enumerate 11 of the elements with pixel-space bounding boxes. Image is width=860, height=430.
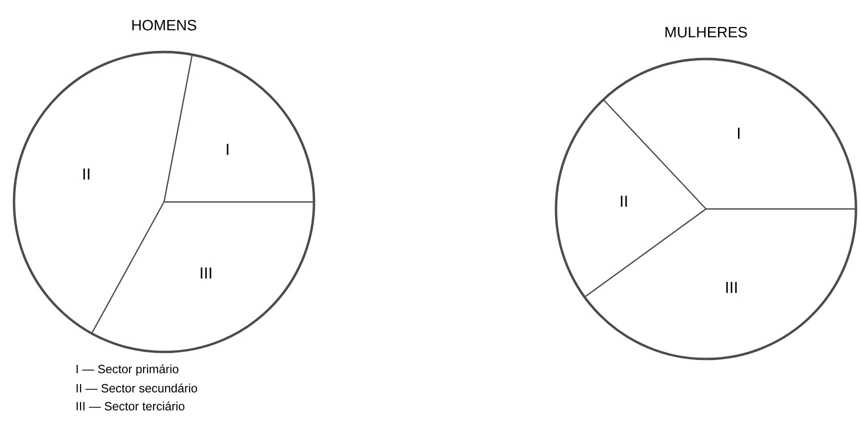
text: III — Sector terciário [76,402,184,410]
chart-title: HOMENS [132,20,196,30]
chart-title: MULHERES [666,26,747,38]
slice-label: I [226,144,228,155]
slice-label: II [620,196,627,207]
slice-label: II [83,168,90,180]
text: II — Sector secundário [76,384,198,392]
slice-label: III [726,282,737,293]
text: I — Sector primário [76,364,178,376]
slice-label: III [200,267,212,278]
slice-label: I [738,128,740,139]
